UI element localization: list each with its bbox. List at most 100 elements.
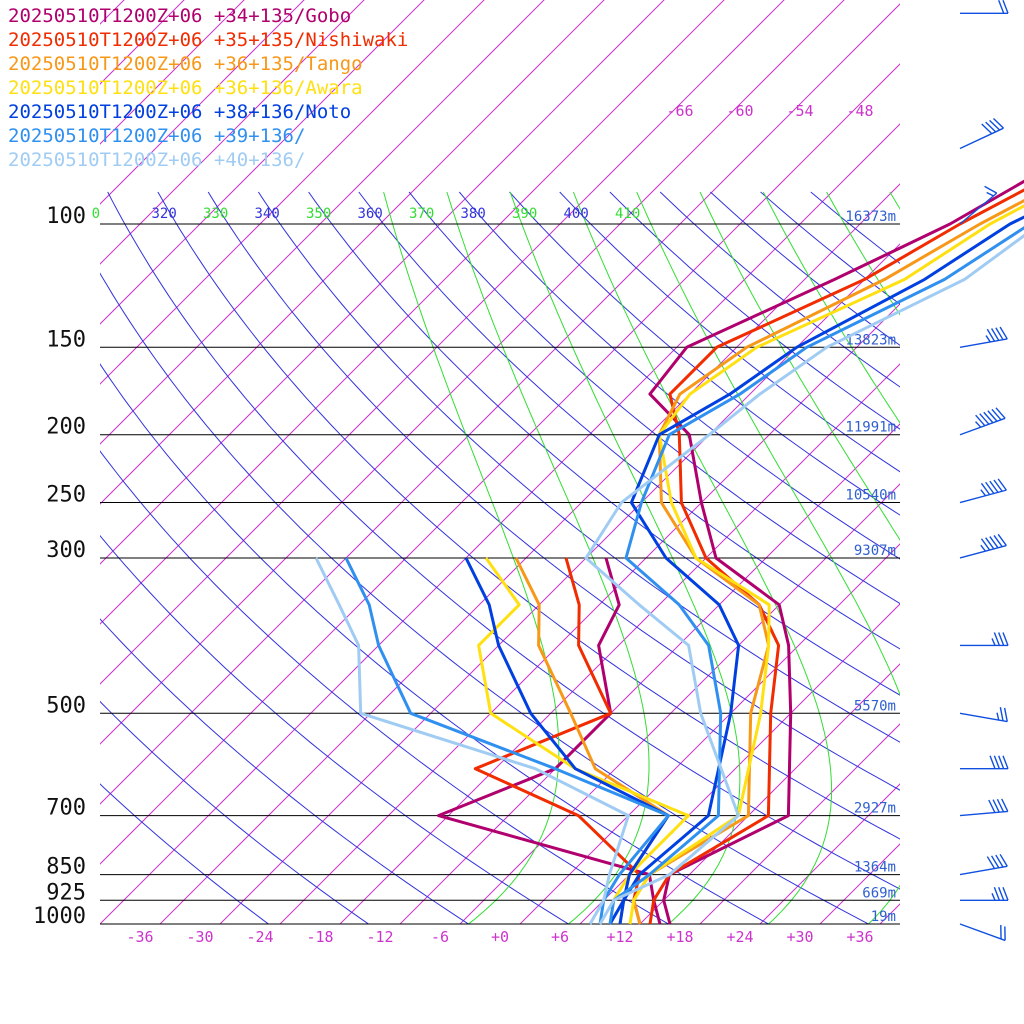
isotherm-line: [100, 3, 900, 805]
isotherm-line: [639, 663, 900, 924]
temperature-tick-label: -36: [126, 928, 153, 946]
theta-label: 380: [461, 206, 486, 222]
pressure-label: 200: [46, 415, 86, 440]
moist-adiabat-line: [826, 191, 900, 316]
wind-barb: [959, 478, 1007, 504]
theta-label: 330: [203, 206, 228, 222]
isotherm-top-label: -66: [666, 102, 693, 120]
height-label: 16373m: [845, 209, 896, 225]
temperature-profile-1: [648, 188, 1024, 925]
wind-barb: [960, 0, 1009, 14]
wind-barb: [960, 632, 1009, 647]
wind-barb: [959, 118, 1004, 150]
isotherm-line: [699, 723, 900, 924]
dewpoint-profile-4: [464, 557, 670, 925]
dry-adiabat-line: [100, 450, 670, 924]
temperature-profile-2: [632, 198, 1024, 925]
temperature-profile-6: [584, 233, 1024, 925]
pressure-label: 700: [46, 796, 86, 821]
temperature-tick-label: +0: [491, 928, 509, 946]
isotherm-line: [459, 483, 900, 924]
wind-barb: [959, 326, 1008, 348]
height-label: 669m: [862, 885, 896, 901]
legend-entry: 20250510T1200Z+06 +36+136/Awara: [8, 77, 363, 99]
theta-label: 340: [255, 206, 280, 222]
dry-adiabat-line: [257, 191, 900, 743]
isotherm-line: [100, 0, 245, 145]
dry-adiabat-line: [100, 272, 870, 924]
isotherm-line: [579, 603, 900, 924]
profiles: [314, 179, 1024, 925]
pressure-label: 250: [46, 483, 86, 508]
temperature-tick-label: -30: [186, 928, 213, 946]
theta-label: 370: [409, 206, 434, 222]
temperature-tick-label: +6: [551, 928, 569, 946]
theta-label: 360: [358, 206, 383, 222]
wind-barb: [959, 707, 1008, 723]
dewpoint-profile-5: [344, 557, 670, 925]
isotherm-line: [879, 903, 900, 924]
legend-entry: 20250510T1200Z+06 +39+136/: [8, 125, 306, 147]
height-label: 9307m: [854, 543, 896, 559]
isotherm-line: [100, 0, 725, 625]
dry-adiabat-line: [107, 191, 900, 890]
wind-barb: [959, 798, 1009, 817]
isotherm-line: [279, 303, 900, 924]
theta-label: 350: [306, 206, 331, 222]
height-label: 13823m: [845, 332, 896, 348]
legend-entry: 20250510T1200Z+06 +35+135/Nishiwaki: [8, 29, 409, 51]
wind-barb: [959, 407, 1006, 436]
dewpoint-profile-6: [314, 557, 630, 925]
moist-adiabat-line: [889, 191, 900, 210]
isotherm-top-label: -54: [786, 102, 813, 120]
isotherm-line: [759, 783, 900, 924]
dry-adiabat-line: [358, 191, 900, 650]
height-label: 11991m: [845, 420, 896, 436]
dry-adiabat-line: [157, 191, 900, 840]
pressure-label: 500: [46, 693, 86, 718]
dry-adiabat-line: [308, 191, 900, 696]
theta-label: 0: [92, 206, 100, 222]
dry-adiabat-line: [609, 191, 900, 430]
isotherm-line: [100, 0, 605, 505]
isotherm-line: [100, 0, 845, 745]
theta-label: 400: [564, 206, 589, 222]
height-label: 2927m: [854, 801, 896, 817]
dry-adiabat-line: [509, 191, 900, 516]
wind-barb: [959, 923, 1006, 942]
temperature-tick-label: +12: [606, 928, 633, 946]
dry-adiabat-line: [100, 783, 270, 924]
theta-label: 390: [512, 206, 537, 222]
dry-adiabat-line: [100, 700, 370, 924]
dry-adiabat-line: [710, 191, 900, 346]
legend-entry: 20250510T1200Z+06 +38+136/Noto: [8, 101, 352, 123]
wind-barbs: [959, 0, 1009, 942]
isotherm-line: [100, 0, 545, 445]
dry-adiabat-line: [659, 191, 900, 388]
isotherm-line: [100, 0, 485, 385]
temperature-profile-4: [618, 215, 1024, 925]
isotherm-line: [100, 0, 665, 565]
legend: 20250510T1200Z+06 +34+135/Gobo 20250510T1…: [8, 4, 408, 172]
legend-entry: 20250510T1200Z+06 +40+136/: [8, 149, 306, 171]
moist-adiabat-line: [953, 192, 1024, 939]
dry-adiabat-line: [100, 363, 770, 924]
legend-entry: 20250510T1200Z+06 +34+135/Gobo: [8, 5, 352, 27]
wind-barb: [959, 533, 1007, 559]
temperature-profile-3: [628, 204, 1024, 925]
theta-label: 320: [152, 206, 177, 222]
legend-entry: 20250510T1200Z+06 +36+135/Tango: [8, 53, 363, 75]
temperature-tick-label: -24: [246, 928, 273, 946]
isotherm-line: [100, 123, 900, 924]
moist-adiabat-line: [572, 191, 833, 924]
pressure-label: 150: [46, 327, 86, 352]
moist-adiabat-line: [383, 191, 560, 924]
temperature-tick-label: +24: [726, 928, 753, 946]
dry-adiabat-line: [458, 191, 900, 560]
temperature-tick-label: +36: [846, 928, 873, 946]
temperature-profile-0: [648, 179, 1024, 925]
temperature-tick-label: +30: [786, 928, 813, 946]
height-label: 10540m: [845, 488, 896, 504]
isotherm-line: [100, 0, 785, 685]
isotherm-line: [339, 363, 900, 924]
